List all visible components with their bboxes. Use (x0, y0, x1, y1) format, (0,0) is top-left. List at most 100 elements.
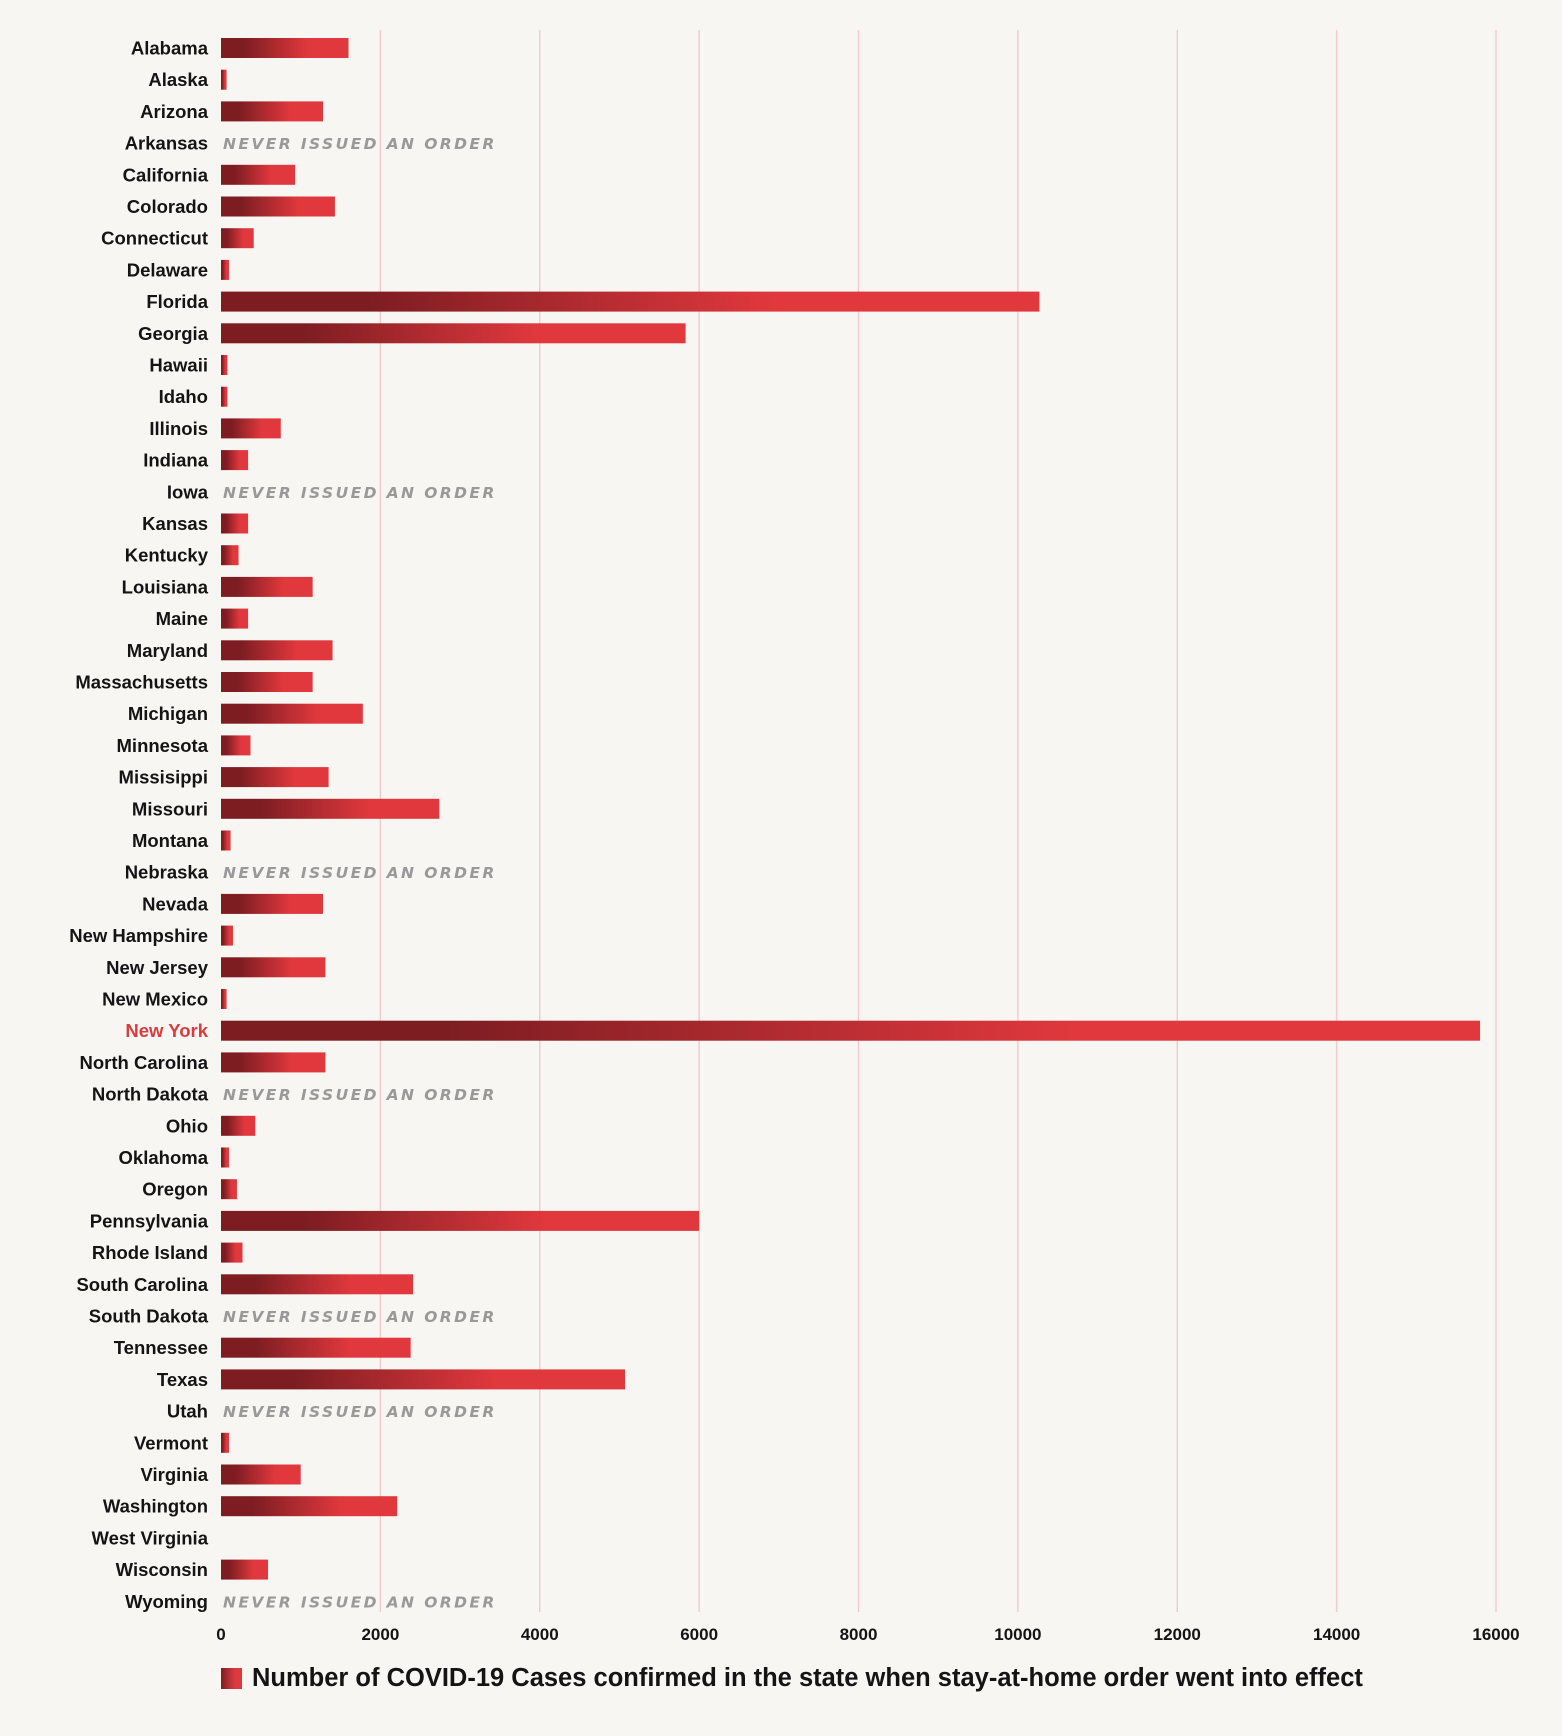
never-issued-note: NEVER ISSUED AN ORDER (223, 1086, 497, 1104)
bar (221, 1496, 398, 1517)
state-label: Colorado (127, 196, 208, 217)
bar (221, 1115, 256, 1136)
bar (221, 1242, 243, 1263)
bar (221, 355, 228, 375)
bar (221, 450, 249, 471)
legend-label: Number of COVID-19 Cases confirmed in th… (252, 1664, 1363, 1692)
bar (221, 323, 686, 344)
bar (221, 386, 228, 407)
bar (221, 735, 251, 756)
bar (221, 1559, 269, 1580)
bar (221, 672, 313, 692)
legend: Number of COVID-19 Cases confirmed in th… (221, 1664, 1363, 1693)
bar (221, 1210, 700, 1231)
bar (221, 893, 323, 914)
state-label: Utah (167, 1401, 208, 1422)
state-label: Florida (146, 291, 208, 312)
state-label: Iowa (167, 481, 209, 502)
bar (221, 1052, 326, 1073)
bar (221, 703, 363, 724)
bar (221, 164, 296, 185)
state-label: Michigan (128, 703, 208, 724)
bar (221, 1464, 301, 1485)
state-label: Wyoming (125, 1591, 208, 1612)
state-label: Maryland (127, 640, 208, 661)
state-label: Oregon (142, 1179, 208, 1200)
x-tick-label: 0 (216, 1625, 225, 1644)
state-label: Alaska (148, 69, 208, 90)
state-label: Texas (157, 1369, 208, 1390)
state-label: Idaho (159, 386, 208, 407)
state-label: North Dakota (92, 1084, 209, 1105)
state-label: Connecticut (101, 228, 208, 249)
state-label: Delaware (127, 259, 208, 280)
state-label: Massachusetts (75, 672, 208, 693)
x-axis-ticks: 0 2000 4000 6000 8000 10000 12000 14000 16000 (216, 1625, 1519, 1644)
state-label: New Mexico (102, 989, 208, 1010)
bar (221, 545, 239, 566)
state-label: North Carolina (80, 1052, 209, 1073)
bar (221, 418, 281, 439)
state-label: New Hampshire (69, 925, 208, 946)
bar (221, 608, 249, 629)
x-tick-label: 16000 (1472, 1625, 1519, 1644)
bar (221, 957, 326, 978)
state-label: Ohio (166, 1115, 208, 1136)
state-label: New York (125, 1020, 208, 1041)
state-label: Missouri (132, 798, 208, 819)
state-label: Nebraska (125, 862, 209, 883)
x-tick-label: 6000 (680, 1625, 718, 1644)
state-label: New Jersey (106, 957, 209, 978)
state-label: Kansas (142, 513, 208, 534)
bar (221, 1337, 411, 1358)
state-label: Louisiana (122, 576, 209, 597)
never-issued-note: NEVER ISSUED AN ORDER (223, 135, 497, 153)
state-label: Rhode Island (92, 1242, 208, 1263)
never-issued-note: NEVER ISSUED AN ORDER (223, 1308, 497, 1326)
bar (221, 1020, 1481, 1041)
bar-chart: 0 2000 4000 6000 8000 10000 12000 14000 16000 Ala… (69, 30, 1520, 1644)
state-label: Pennsylvania (90, 1210, 209, 1231)
state-label: Oklahoma (119, 1147, 209, 1168)
bar (221, 38, 349, 58)
never-issued-note: NEVER ISSUED AN ORDER (223, 1403, 497, 1421)
bar (221, 576, 313, 597)
bar (221, 1147, 229, 1168)
state-label: Kentucky (125, 545, 209, 566)
bar (221, 925, 233, 946)
bar-rows: Alabama Alaska Arizona Arkansas NEVER ISSUED… (69, 38, 1481, 1612)
state-label: Montana (132, 830, 209, 851)
bar (221, 513, 249, 534)
x-tick-label: 2000 (361, 1625, 399, 1644)
state-label: South Carolina (76, 1274, 208, 1295)
state-label: Virginia (140, 1464, 208, 1485)
state-label: West Virginia (91, 1527, 208, 1548)
never-issued-note: NEVER ISSUED AN ORDER (223, 864, 497, 882)
bar (221, 228, 254, 249)
bar (221, 830, 231, 851)
bar (221, 69, 227, 90)
state-label: Tennessee (114, 1337, 208, 1358)
state-label: Alabama (131, 38, 209, 59)
bar (221, 1179, 237, 1200)
state-label: California (123, 164, 209, 185)
bar (221, 798, 440, 819)
x-tick-label: 12000 (1154, 1625, 1201, 1644)
state-label: Indiana (143, 450, 208, 471)
bar (221, 291, 1040, 312)
bar (221, 1432, 229, 1453)
bar (221, 101, 323, 122)
state-label: South Dakota (89, 1306, 209, 1327)
state-label: Georgia (138, 323, 209, 344)
x-tick-label: 8000 (840, 1625, 878, 1644)
bar (221, 196, 335, 217)
state-label: Nevada (142, 893, 209, 914)
bar (221, 640, 333, 661)
never-issued-note: NEVER ISSUED AN ORDER (223, 1593, 497, 1611)
state-label: Arizona (140, 101, 209, 122)
state-label: Wisconsin (116, 1559, 208, 1580)
x-tick-label: 10000 (994, 1625, 1041, 1644)
bar (221, 767, 329, 788)
state-label: Vermont (134, 1432, 208, 1453)
